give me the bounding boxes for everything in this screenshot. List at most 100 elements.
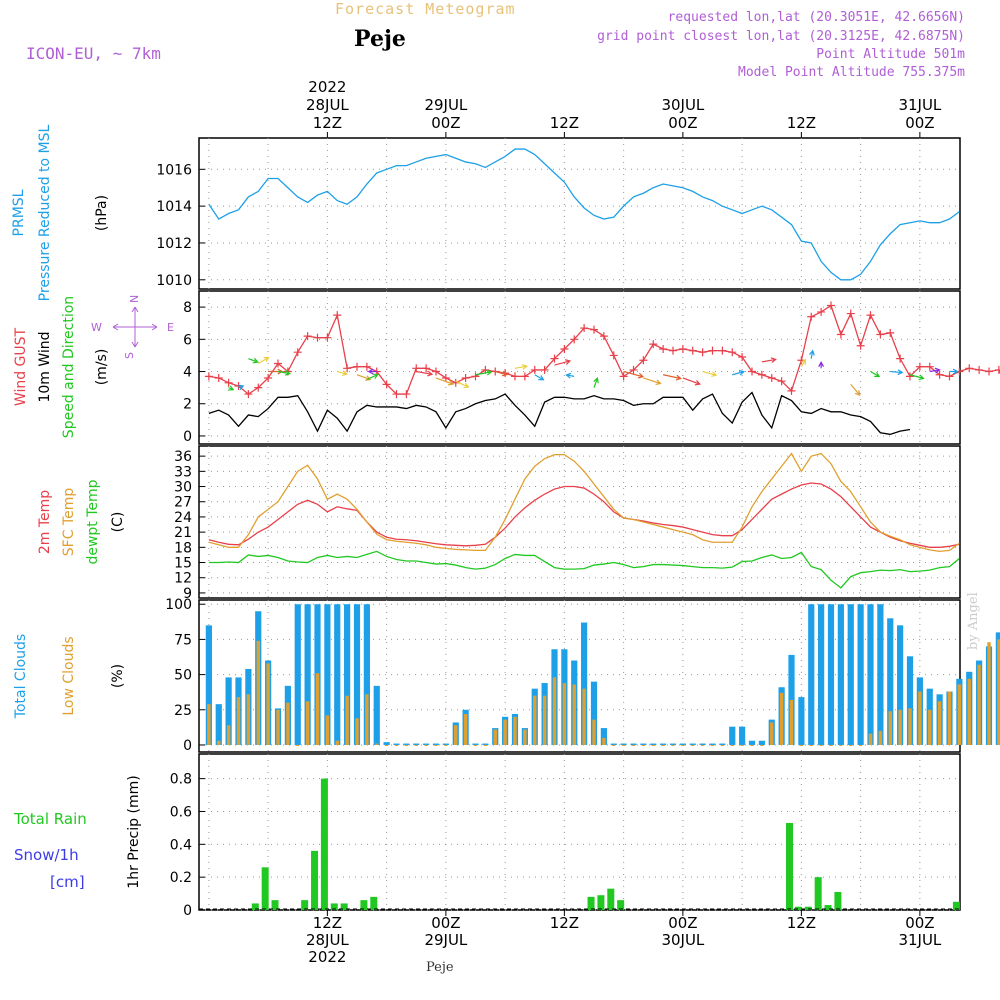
bottom-tick-label: 31JUL bbox=[898, 931, 941, 949]
clouds-bar-low bbox=[621, 744, 626, 746]
wind-arrow bbox=[800, 358, 807, 367]
wind-compass: N W E S bbox=[91, 295, 174, 359]
clouds-bar-low bbox=[937, 701, 942, 745]
compass-south: S bbox=[123, 352, 136, 359]
wind-gust-marker bbox=[264, 373, 273, 382]
wind-gust-marker bbox=[708, 346, 717, 355]
wind-arrow bbox=[890, 369, 904, 376]
clouds-bar-low bbox=[602, 737, 606, 745]
bottom-tick-label: 00Z bbox=[668, 914, 697, 932]
clouds-bar-low bbox=[523, 729, 527, 745]
clouds-bar-low bbox=[236, 697, 241, 745]
clouds-bar-total bbox=[808, 604, 815, 745]
precip-bar bbox=[311, 850, 319, 910]
precip-bar bbox=[340, 903, 348, 910]
wind-gust-marker bbox=[975, 365, 984, 374]
precip-bar bbox=[786, 822, 794, 910]
bottom-tick-label: 00Z bbox=[431, 914, 460, 932]
clouds-bar-low bbox=[434, 744, 438, 746]
bottom-tick-label: 12Z bbox=[550, 914, 579, 932]
clouds-bar-low bbox=[908, 708, 912, 745]
clouds-bar-total bbox=[363, 604, 370, 745]
clouds-bar-low bbox=[898, 709, 902, 745]
wind-ytick-label: 2 bbox=[183, 397, 192, 413]
wind-arrow bbox=[663, 374, 682, 381]
wind-arrow bbox=[702, 370, 718, 377]
wind-arrow bbox=[248, 357, 259, 364]
clouds-bar-low bbox=[217, 740, 221, 745]
pressure-ytick-label: 1012 bbox=[156, 236, 192, 252]
wind-arrow bbox=[643, 377, 662, 386]
clouds-bar-low bbox=[839, 744, 843, 746]
temperature-series-line-2 bbox=[208, 550, 960, 589]
clouds-bar-total bbox=[403, 743, 410, 745]
precip-bar bbox=[301, 900, 309, 910]
clouds-bar-low bbox=[868, 733, 873, 745]
wind-arrow bbox=[850, 384, 861, 397]
clouds-bar-total bbox=[324, 604, 331, 745]
bottom-tick-label: 29JUL bbox=[424, 931, 467, 949]
wind-ytick-label: 0 bbox=[183, 429, 192, 445]
temperature-ytick-label: 18 bbox=[174, 540, 192, 556]
clouds-bar-total bbox=[482, 743, 489, 745]
clouds-bar-low bbox=[918, 691, 922, 745]
wind-gust-marker bbox=[560, 344, 569, 353]
wind-gust-marker bbox=[530, 365, 539, 374]
wind-gust-marker bbox=[392, 390, 401, 399]
temperature-series-line-1 bbox=[208, 452, 960, 553]
clouds-bar-low bbox=[858, 744, 863, 746]
clouds-bar-total bbox=[610, 743, 617, 745]
wind-label: Wind GUST bbox=[13, 327, 29, 406]
clouds-bar-total bbox=[344, 604, 351, 745]
clouds-label: Total Clouds bbox=[13, 634, 29, 719]
wind-gust-marker bbox=[757, 370, 766, 379]
clouds-bar-total bbox=[472, 743, 479, 745]
wind-gust-marker bbox=[293, 348, 302, 357]
wind-arrow bbox=[870, 371, 881, 378]
precip-bar bbox=[320, 778, 328, 910]
pressure-ytick-label: 1010 bbox=[156, 273, 192, 289]
temperature-label: 2m Temp bbox=[37, 490, 53, 554]
wind-arrow bbox=[593, 377, 599, 388]
precip-bar bbox=[587, 896, 595, 910]
precip-label: [cm] bbox=[50, 873, 85, 891]
clouds-bar-low bbox=[207, 704, 211, 745]
precip-bar bbox=[794, 906, 802, 910]
wind-gust-marker bbox=[441, 373, 450, 382]
wind-series-line-1 bbox=[208, 391, 911, 436]
wind-arrow bbox=[623, 370, 645, 379]
clouds-bar-low bbox=[671, 744, 675, 746]
wind-gust-marker bbox=[402, 390, 411, 399]
pressure-series-line-0 bbox=[208, 148, 960, 281]
wind-gust-marker bbox=[688, 346, 697, 355]
pressure-label: Pressure Reduced to MSL bbox=[37, 124, 53, 301]
clouds-bar-low bbox=[700, 744, 705, 746]
clouds-bar-total bbox=[719, 743, 726, 745]
clouds-bar-low bbox=[345, 695, 349, 745]
clouds-frame bbox=[198, 599, 961, 753]
precip-label: Snow/1h bbox=[14, 846, 79, 864]
wind-label: 10m Wind bbox=[37, 331, 53, 402]
temperature-unit: (C) bbox=[110, 512, 126, 533]
clouds-bar-total bbox=[304, 604, 311, 745]
wind-gust-marker bbox=[214, 373, 223, 382]
wind-arrow bbox=[238, 384, 245, 391]
requested-coords: requested lon,lat (20.3051E, 42.6656N) bbox=[667, 10, 965, 25]
clouds-bar-low bbox=[789, 699, 794, 745]
wind-gust-marker bbox=[827, 301, 835, 310]
clouds-ytick-label: 100 bbox=[165, 597, 192, 613]
clouds-bar-low bbox=[651, 744, 655, 746]
wind-gust-marker bbox=[767, 373, 776, 382]
wind-gust-marker bbox=[866, 311, 875, 320]
clouds-bar-low bbox=[849, 744, 853, 746]
wind-gust-marker bbox=[925, 362, 934, 371]
clouds-bar-low bbox=[947, 691, 952, 745]
top-tick-label: 30JUL bbox=[661, 96, 704, 114]
clouds-bar-low bbox=[266, 663, 270, 745]
wind-gust-marker bbox=[738, 353, 747, 362]
wind-gust-marker bbox=[807, 312, 816, 321]
wind-gust-marker bbox=[254, 383, 263, 392]
wind-gust-marker bbox=[353, 362, 361, 371]
